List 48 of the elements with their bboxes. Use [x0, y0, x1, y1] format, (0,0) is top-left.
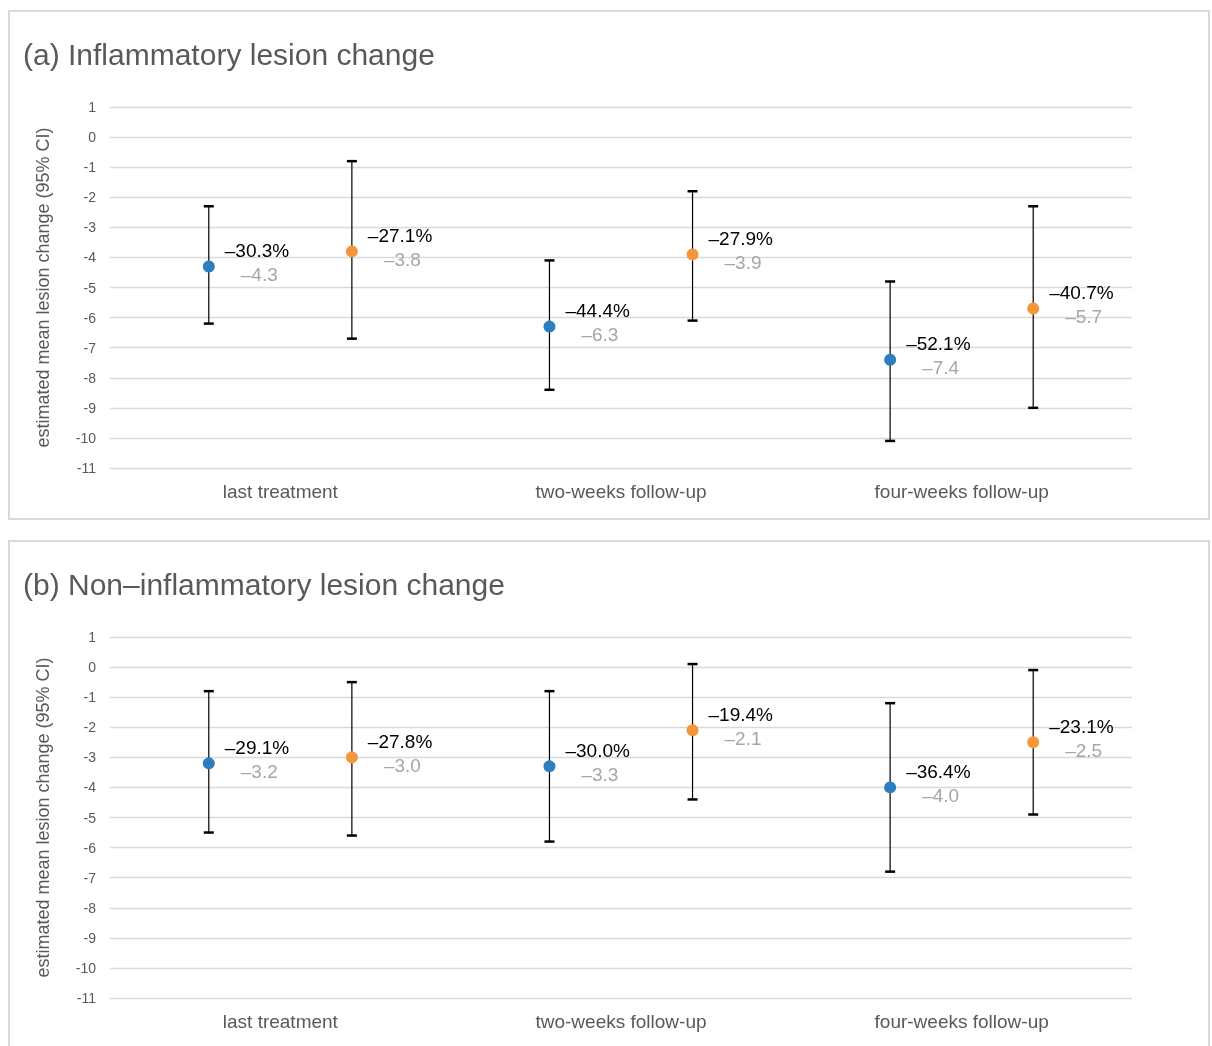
data-label: –30.3% –4.3	[224, 239, 290, 285]
data-label: –27.9% –3.9	[708, 227, 774, 273]
y-tick-label: -1	[83, 689, 97, 706]
y-tick-label: -7	[83, 339, 97, 356]
data-label: –19.4% –2.1	[708, 703, 774, 749]
data-label: –52.1% –7.4	[906, 333, 971, 379]
x-tick-label: last treatment	[222, 1011, 339, 1032]
y-tick-label: -5	[83, 279, 97, 296]
y-tick-label: -1	[83, 159, 97, 176]
data-label: –44.4% –6.3	[565, 300, 631, 346]
y-tick-label: 0	[88, 659, 97, 676]
y-tick-label: -10	[75, 959, 97, 976]
x-tick-label: two-weeks follow-up	[535, 481, 707, 502]
data-label: –40.7% –5.7	[1049, 282, 1114, 328]
data-label: –36.4% –4.0	[906, 760, 971, 806]
y-tick-label: 1	[88, 99, 97, 115]
x-tick-label: four-weeks follow-up	[874, 1011, 1049, 1032]
data-label: –23.1% –2.5	[1049, 715, 1114, 761]
y-tick-label: -8	[83, 369, 97, 386]
y-tick-label: -7	[83, 869, 97, 886]
y-tick-label: -4	[83, 779, 97, 796]
y-tick-label: -10	[75, 429, 97, 446]
y-tick-label: -6	[83, 309, 97, 326]
y-tick-label: -3	[83, 749, 97, 766]
data-label: –27.8% –3.0	[367, 730, 433, 776]
y-tick-label: -11	[76, 990, 97, 1006]
x-tick-label: two-weeks follow-up	[535, 1011, 707, 1032]
y-tick-label: 1	[88, 629, 97, 645]
chart-title: (b) Non–inflammatory lesion change	[23, 567, 505, 601]
y-tick-label: -2	[83, 189, 97, 206]
y-tick-label: -9	[83, 399, 97, 416]
y-tick-label: -8	[83, 899, 97, 916]
y-tick-label: -9	[83, 929, 97, 946]
data-label: –27.1% –3.8	[367, 224, 433, 270]
x-tick-label: last treatment	[222, 481, 339, 502]
chart-title: (a) Inflammatory lesion change	[23, 37, 435, 71]
y-tick-label: 0	[88, 129, 97, 146]
y-tick-label: -4	[83, 249, 97, 266]
y-tick-label: -6	[83, 839, 97, 856]
x-tick-label: four-weeks follow-up	[874, 481, 1049, 502]
data-label: –30.0% –3.3	[565, 739, 631, 785]
y-tick-label: -11	[76, 460, 97, 476]
data-label: –29.1% –3.2	[224, 736, 290, 782]
y-tick-label: -3	[83, 219, 97, 236]
y-axis-title: estimated mean lesion change (95% CI)	[33, 127, 53, 448]
y-tick-label: -2	[83, 719, 97, 736]
y-tick-label: -5	[83, 809, 97, 826]
y-axis-title: estimated mean lesion change (95% CI)	[33, 657, 53, 978]
